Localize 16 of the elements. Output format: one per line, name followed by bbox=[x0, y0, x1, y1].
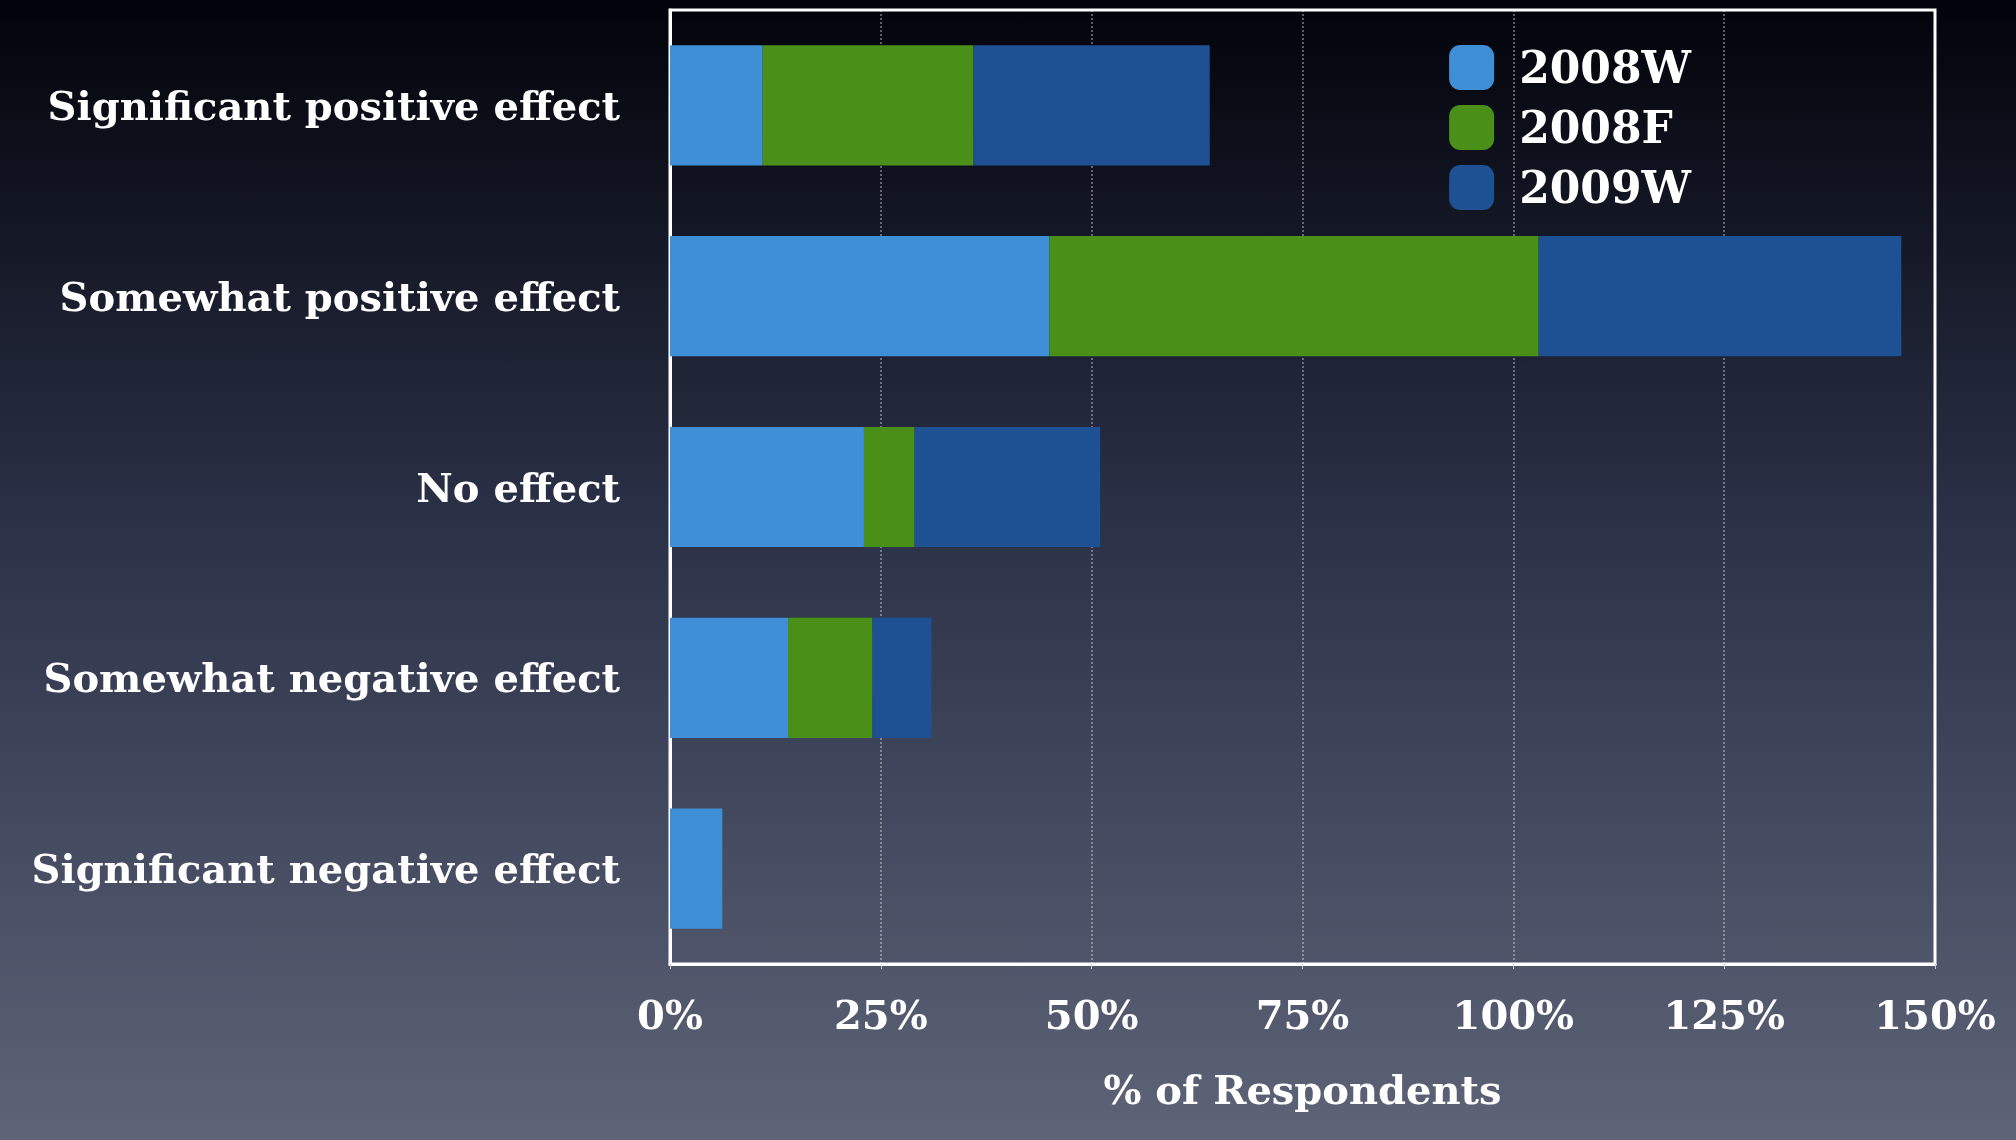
y-tick-label: Somewhat positive effect bbox=[59, 272, 621, 320]
x-tick-label: 50% bbox=[1044, 990, 1139, 1038]
legend-label: 2009W bbox=[1519, 162, 1692, 213]
y-tick-label: No effect bbox=[416, 463, 621, 511]
x-tick-label: 25% bbox=[834, 990, 928, 1038]
x-axis-title: % of Respondents bbox=[1103, 1065, 1502, 1113]
y-tick-label: Significant negative effect bbox=[31, 845, 621, 893]
x-tick-label: 75% bbox=[1255, 990, 1350, 1038]
x-tick-label: 100% bbox=[1452, 990, 1575, 1038]
x-tick-label: 125% bbox=[1663, 990, 1785, 1038]
y-tick-label: Somewhat negative effect bbox=[43, 654, 621, 702]
y-tick-label: Significant positive effect bbox=[47, 81, 621, 129]
legend-label: 2008F bbox=[1519, 102, 1673, 153]
legend-label: 2008W bbox=[1519, 42, 1692, 93]
x-tick-label: 0% bbox=[637, 990, 703, 1038]
x-tick-label: 150% bbox=[1874, 990, 1996, 1038]
